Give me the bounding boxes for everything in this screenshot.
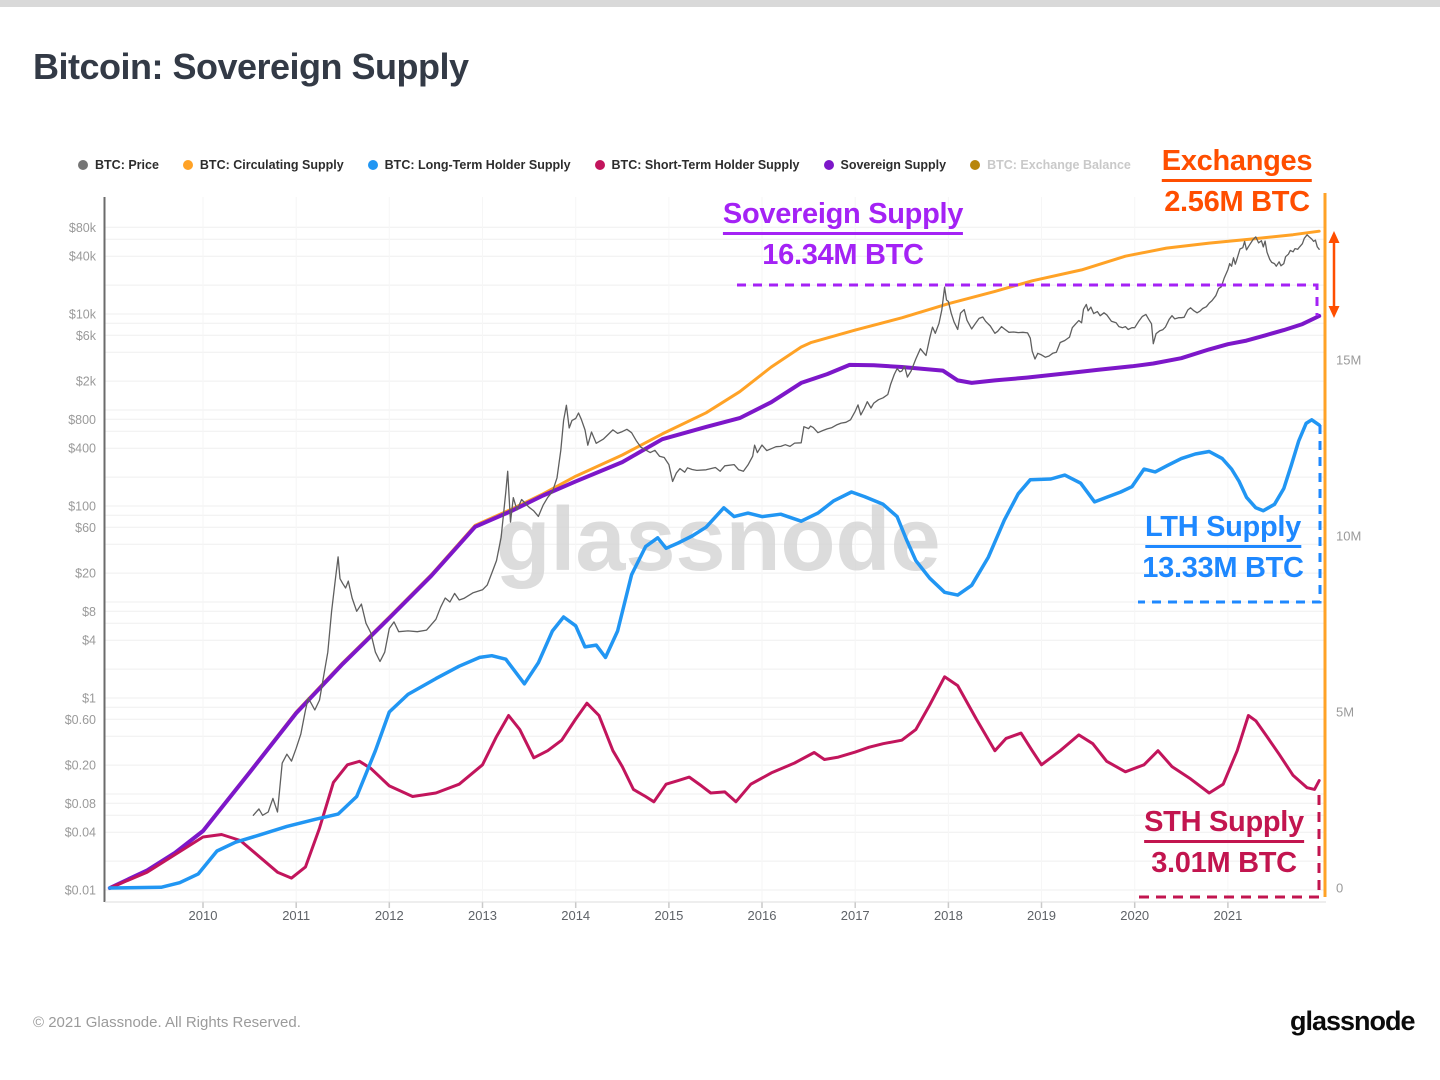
y-left-tick-label: $0.60 <box>65 713 96 727</box>
x-axis-year-label: 2010 <box>189 908 218 923</box>
series-sovereign-supply <box>107 314 1322 890</box>
glassnode-watermark: glassnode <box>495 490 940 590</box>
x-axis-year-label: 2016 <box>748 908 777 923</box>
sovereign-annotation-value: 16.34M BTC <box>762 239 924 271</box>
y-left-tick-label: $0.04 <box>65 826 96 840</box>
y-left-tick-label: $0.08 <box>65 797 96 811</box>
y-left-tick-label: $20 <box>75 567 96 581</box>
y-left-tick-label: $4 <box>82 634 96 648</box>
legend-dot-icon <box>594 160 605 170</box>
legend-item-4[interactable]: Sovereign Supply <box>823 158 947 172</box>
y-left-tick-label: $8 <box>82 605 96 619</box>
exchanges-annotation-title: Exchanges <box>1161 147 1313 182</box>
legend-item-1[interactable]: BTC: Circulating Supply <box>182 158 344 172</box>
y-right-tick-label: 5M <box>1336 705 1354 720</box>
y-left-tick-label: $2k <box>76 375 97 389</box>
sth-annotation-title: STH Supply <box>1144 808 1304 843</box>
lth-supply-annotation: LTH Supply 13.33M BTC <box>1142 513 1304 584</box>
sovereign-dashed-line <box>737 283 1319 316</box>
lth-annotation-value: 13.33M BTC <box>1142 552 1304 584</box>
lth-annotation-title: LTH Supply <box>1145 513 1301 548</box>
legend-item-label: Sovereign Supply <box>840 158 947 172</box>
x-axis-year-label: 2013 <box>468 908 497 923</box>
legend-item-label: BTC: Price <box>95 158 159 172</box>
x-axis-year-label: 2020 <box>1120 908 1149 923</box>
glassnode-logo: glassnode <box>1290 1006 1416 1036</box>
legend-dot-icon <box>970 160 981 170</box>
y-left-tick-label: $400 <box>68 442 96 456</box>
y-left-tick-label: $100 <box>68 500 96 514</box>
exchanges-annotation-value: 2.56M BTC <box>1164 186 1310 218</box>
legend-dot-icon <box>367 160 378 170</box>
y-right-tick-label: 15M <box>1336 353 1361 368</box>
legend-item-5[interactable]: BTC: Exchange Balance <box>970 158 1131 172</box>
y-left-tick-label: $60 <box>75 521 96 535</box>
series-btc-short-term-holder-supply <box>108 675 1321 890</box>
legend-item-label: BTC: Circulating Supply <box>199 158 344 172</box>
legend-item-0[interactable]: BTC: Price <box>78 158 159 172</box>
legend-dot-icon <box>78 160 88 170</box>
y-right-tick-label: 0 <box>1336 881 1343 896</box>
sovereign-annotation-title: Sovereign Supply <box>722 200 963 235</box>
window-top-edge <box>0 0 1440 7</box>
copyright-text: © 2021 Glassnode. All Rights Reserved. <box>33 1014 301 1031</box>
legend-item-3[interactable]: BTC: Short-Term Holder Supply <box>594 158 800 172</box>
x-axis-year-label: 2011 <box>282 908 310 923</box>
arrow-down-icon <box>1328 306 1340 318</box>
arrow-up-icon <box>1328 231 1340 243</box>
x-axis-year-label: 2021 <box>1213 908 1242 923</box>
sovereign-supply-annotation: Sovereign Supply 16.34M BTC <box>722 200 963 271</box>
sth-supply-annotation: STH Supply 3.01M BTC <box>1144 808 1304 878</box>
legend-dot-icon <box>823 160 834 170</box>
legend-dot-icon <box>182 160 193 170</box>
y-left-tick-label: $40k <box>69 250 97 264</box>
x-axis-year-label: 2018 <box>934 908 963 923</box>
chart-legend: BTC: Price BTC: Circulating Supply BTC: Lo… <box>78 155 1131 175</box>
page-title: Bitcoin: Sovereign Supply <box>33 46 469 87</box>
exchanges-annotation: Exchanges 2.56M BTC <box>1161 147 1313 218</box>
legend-item-label: BTC: Short-Term Holder Supply <box>611 158 800 172</box>
y-left-tick-label: $0.01 <box>65 884 96 898</box>
y-left-tick-label: $10k <box>69 308 97 322</box>
x-axis-year-label: 2019 <box>1027 908 1056 923</box>
legend-item-label: BTC: Exchange Balance <box>987 158 1131 172</box>
x-axis-year-label: 2017 <box>841 908 870 923</box>
y-left-tick-label: $6k <box>76 329 97 343</box>
y-left-tick-label: $80k <box>69 221 97 235</box>
sth-annotation-value: 3.01M BTC <box>1151 847 1297 879</box>
lth-dashed-bracket <box>1138 425 1322 604</box>
legend-item-label: BTC: Long-Term Holder Supply <box>384 158 571 172</box>
sth-dashed-bracket <box>1138 795 1321 899</box>
y-left-tick-label: $0.20 <box>65 759 96 773</box>
x-axis-year-label: 2012 <box>375 908 404 923</box>
series-btc-price <box>252 234 1320 816</box>
y-right-tick-label: 10M <box>1336 529 1361 544</box>
legend-item-2[interactable]: BTC: Long-Term Holder Supply <box>367 158 571 172</box>
y-left-tick-label: $800 <box>68 413 96 427</box>
series-btc-long-term-holder-supply <box>108 418 1321 890</box>
x-axis-year-label: 2014 <box>561 908 590 923</box>
y-left-tick-label: $1 <box>82 692 96 706</box>
x-axis-year-label: 2015 <box>654 908 683 923</box>
